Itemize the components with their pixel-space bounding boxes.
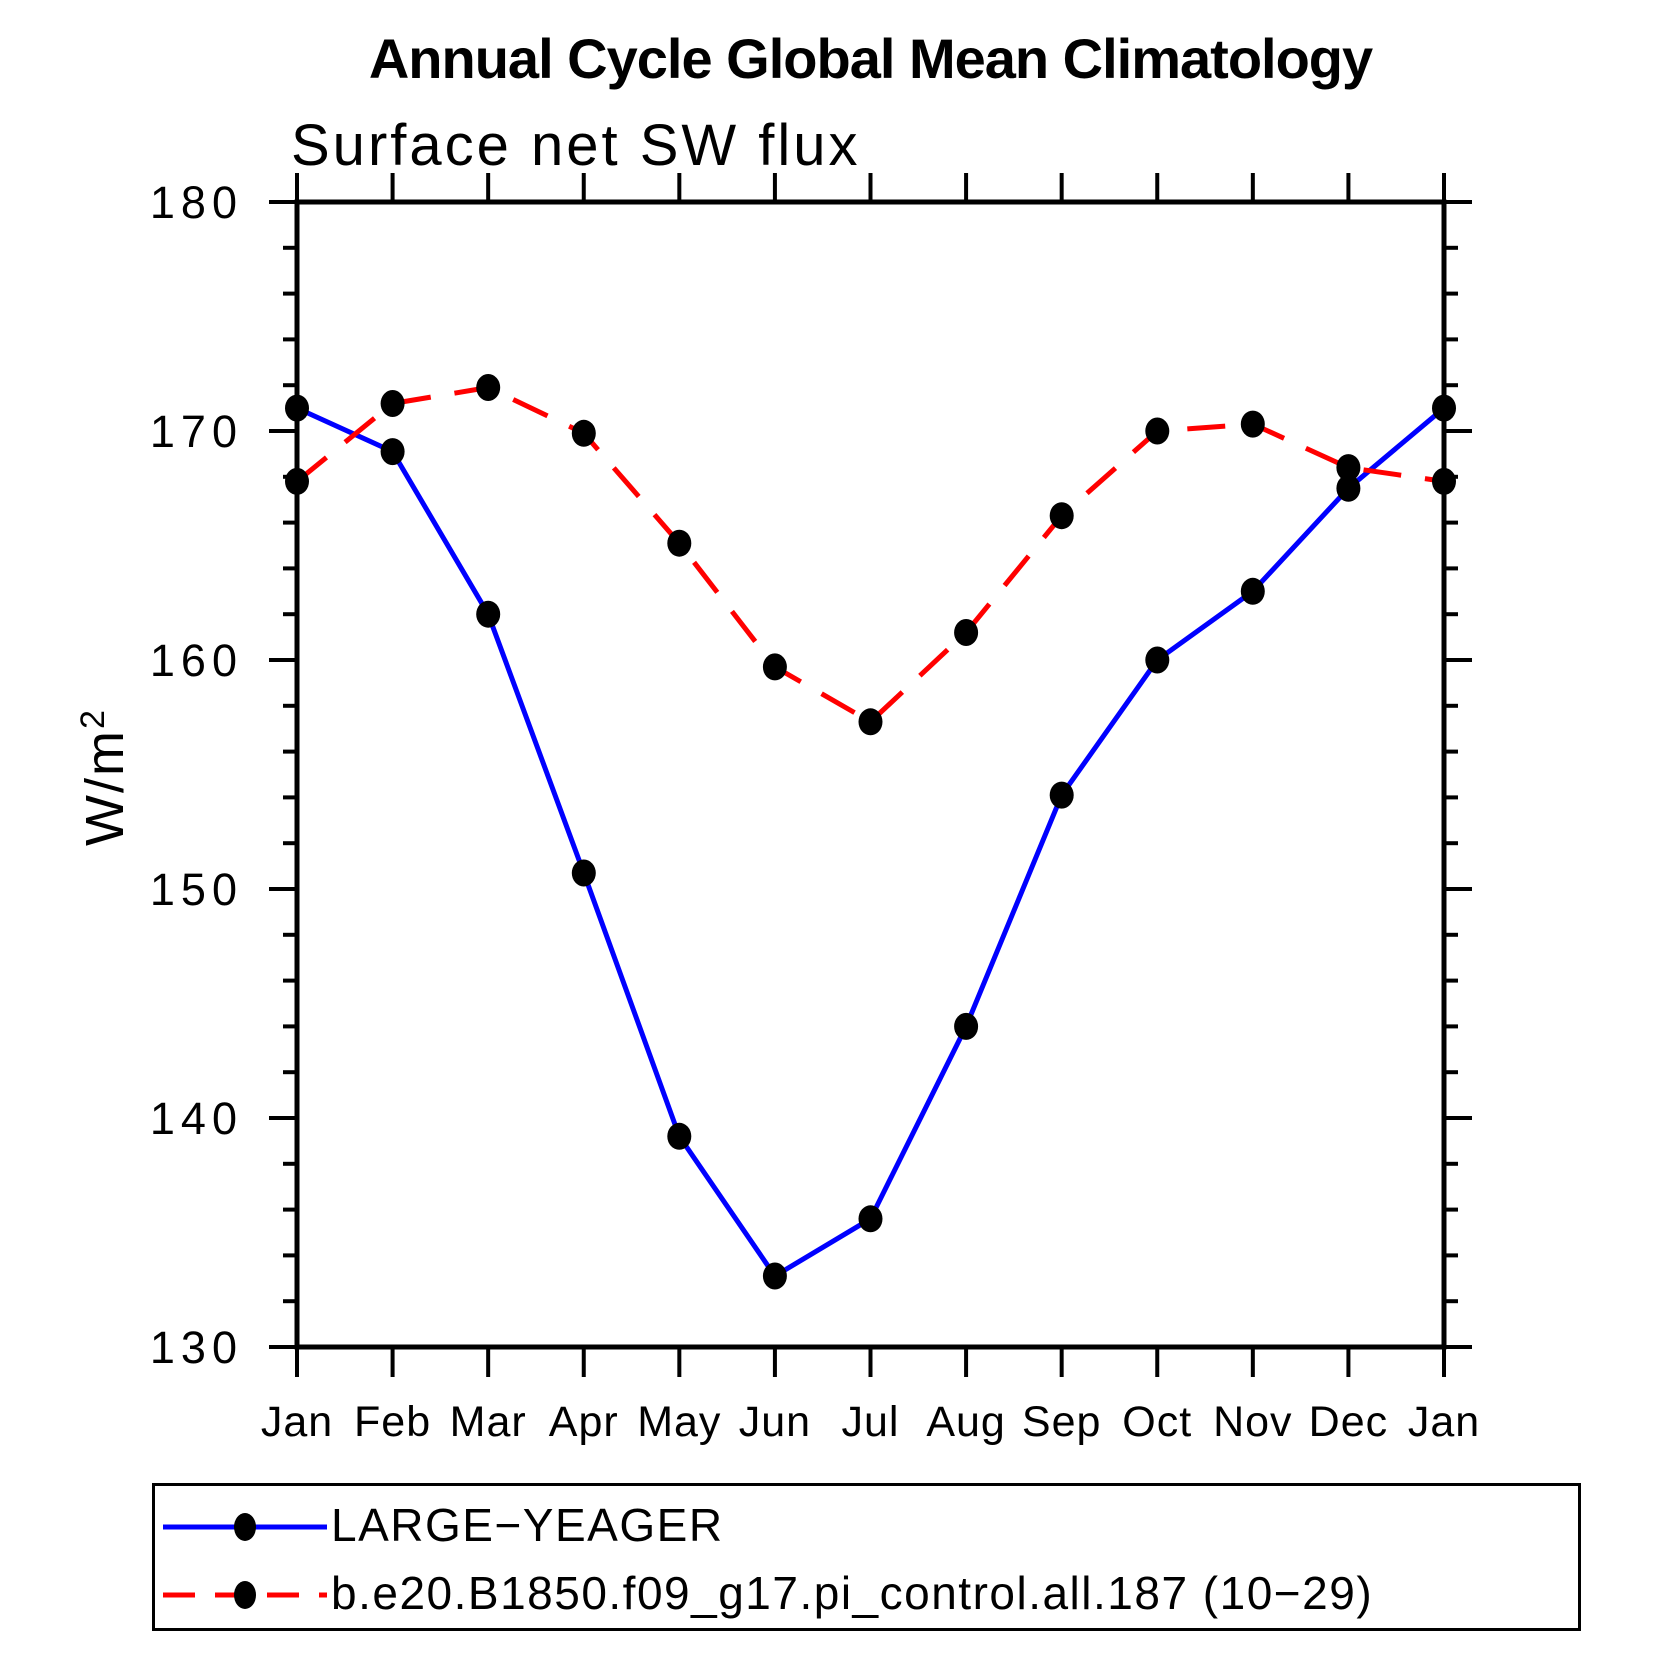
x-tick-label: Jan — [261, 1398, 333, 1446]
legend-item-large-yeager: LARGE−YEAGER — [159, 1496, 724, 1558]
legend-label-large-yeager: LARGE−YEAGER — [331, 1499, 724, 1551]
chart-subtitle: Surface net SW flux — [291, 113, 861, 178]
y-tick-label: 150 — [150, 864, 243, 915]
x-tick-label: Feb — [354, 1398, 431, 1446]
axis-ticks — [269, 173, 1472, 1377]
x-tick-label: Nov — [1213, 1398, 1292, 1446]
y-tick-label: 180 — [150, 177, 243, 228]
y-tick-label: 170 — [150, 406, 243, 457]
x-tick-label: Sep — [1022, 1398, 1102, 1446]
x-tick-label: Dec — [1309, 1398, 1388, 1446]
series-line-0 — [295, 405, 1446, 1279]
x-tick-labels: Jan Feb Mar Apr May Jun Jul Aug Sep Oct Nov Dec Jan — [261, 1398, 1480, 1446]
legend-marker-dot — [234, 1581, 256, 1609]
legend-marker-dot — [234, 1513, 256, 1541]
x-tick-label: Apr — [549, 1398, 619, 1446]
series-markers-1 — [285, 374, 1456, 736]
legend-dashed-line-sample — [163, 1581, 327, 1609]
x-tick-label: Mar — [450, 1398, 527, 1446]
x-tick-label: May — [637, 1398, 721, 1446]
x-tick-label: Oct — [1122, 1398, 1192, 1446]
series-markers-0 — [285, 394, 1456, 1290]
series-line-1 — [295, 385, 1445, 725]
y-tick-label: 130 — [150, 1322, 243, 1373]
legend-label-pi-control: b.e20.B1850.f09_g17.pi_control.all.187 (… — [331, 1567, 1374, 1619]
legend-item-pi-control: b.e20.B1850.f09_g17.pi_control.all.187 (… — [159, 1564, 1373, 1626]
legend-box: LARGE−YEAGER b.e20.B1850.f09_g17.pi_cont… — [152, 1483, 1581, 1631]
x-tick-label: Jul — [842, 1398, 900, 1446]
x-tick-label: Jun — [739, 1398, 811, 1446]
axis-frame — [294, 199, 1447, 1350]
chart-title: Annual Cycle Global Mean Climatology — [368, 27, 1373, 90]
y-tick-label: 140 — [150, 1093, 243, 1144]
x-tick-label: Aug — [926, 1398, 1006, 1446]
y-tick-label: 160 — [150, 635, 243, 686]
y-tick-labels: 130 140 150 160 170 180 — [150, 177, 243, 1373]
x-tick-label: Jan — [1408, 1398, 1480, 1446]
legend-solid-line-sample — [163, 1513, 327, 1541]
